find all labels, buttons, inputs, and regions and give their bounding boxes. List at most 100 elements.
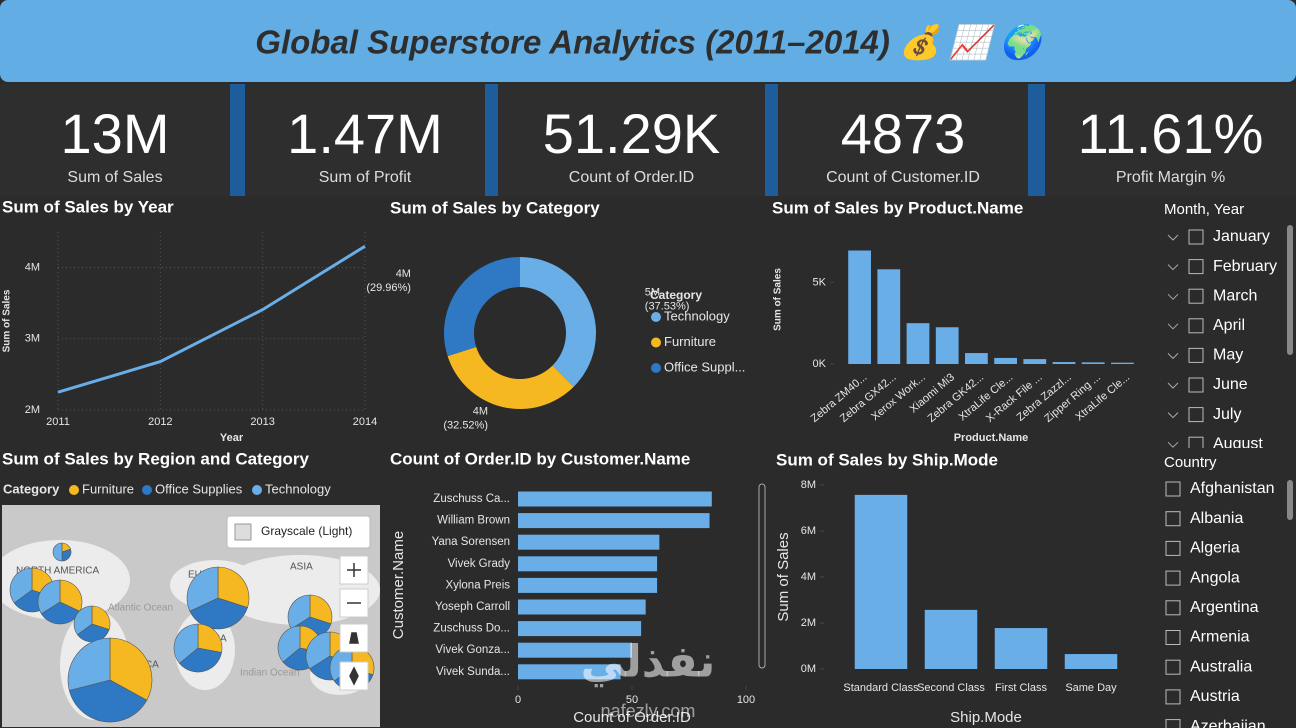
expand-chevron bbox=[1167, 353, 1179, 360]
checkbox bbox=[1165, 511, 1181, 527]
x-tick-label: 100 bbox=[737, 694, 755, 706]
checkbox bbox=[1188, 229, 1204, 245]
expand-chevron bbox=[1167, 264, 1179, 271]
kpi-card bbox=[778, 84, 1028, 196]
y-tick-label: 4M bbox=[25, 262, 40, 274]
bar bbox=[854, 494, 908, 669]
y-tick-label: 8M bbox=[801, 479, 816, 491]
expand-chevron bbox=[1167, 323, 1179, 330]
slicer-item[interactable]: August bbox=[1167, 435, 1263, 452]
slicer-item[interactable]: July bbox=[1167, 406, 1241, 423]
slicer-item-label: Afghanistan bbox=[1190, 480, 1275, 497]
pie-slice bbox=[189, 597, 248, 630]
slicer-item[interactable]: Afghanistan bbox=[1165, 480, 1275, 497]
scrollbar[interactable] bbox=[1287, 225, 1293, 355]
checkbox bbox=[1188, 347, 1204, 363]
donut-slice bbox=[520, 257, 596, 387]
legend-title: Category bbox=[3, 481, 60, 496]
slicer-item[interactable]: Austria bbox=[1165, 688, 1240, 705]
kpi-label: Count of Customer.ID bbox=[826, 169, 980, 186]
pie-slice bbox=[309, 594, 333, 625]
pie-slice bbox=[287, 594, 311, 630]
bar bbox=[906, 323, 930, 364]
slicer-item-label: Australia bbox=[1190, 658, 1252, 675]
pie-slice bbox=[217, 566, 250, 608]
kpi-card bbox=[0, 84, 230, 196]
slicer-item[interactable]: June bbox=[1167, 376, 1248, 393]
map-control[interactable] bbox=[339, 588, 369, 618]
slicer-item[interactable]: Algeria bbox=[1165, 540, 1240, 557]
slicer-item[interactable]: May bbox=[1167, 347, 1243, 364]
bar bbox=[1023, 359, 1047, 364]
data-label: 4M bbox=[396, 268, 411, 280]
checkbox bbox=[1165, 600, 1181, 616]
data-label: 4M bbox=[473, 405, 488, 417]
pie-slice bbox=[179, 647, 222, 673]
chart-title: Sum of Sales by Year bbox=[2, 197, 174, 216]
x-tick-label: Standard Class bbox=[843, 682, 919, 694]
slicer-item[interactable]: Angola bbox=[1165, 569, 1240, 586]
bar bbox=[935, 327, 959, 364]
slicer-item-label: August bbox=[1213, 435, 1263, 452]
map-control[interactable] bbox=[339, 661, 369, 691]
y-tick-label: Xylona Preis bbox=[445, 579, 510, 591]
pie-slice bbox=[68, 679, 148, 723]
checkbox bbox=[1165, 689, 1181, 705]
kpi-value: 1.47M bbox=[287, 102, 443, 165]
slicer-item-label: May bbox=[1213, 347, 1243, 364]
bar bbox=[518, 621, 642, 637]
slicer-item[interactable]: Azerbaijan bbox=[1165, 718, 1266, 728]
bar bbox=[1064, 654, 1118, 669]
legend-label: Technology bbox=[265, 481, 331, 496]
bar bbox=[924, 609, 978, 669]
y-tick-label: William Brown bbox=[437, 515, 510, 527]
kpi-card bbox=[245, 84, 485, 196]
x-tick-label: First Class bbox=[995, 682, 1047, 694]
slicer-item-label: February bbox=[1213, 258, 1277, 275]
map-label: Atlantic Ocean bbox=[108, 603, 173, 614]
pie-slice bbox=[197, 623, 223, 653]
slicer-item-label: Angola bbox=[1190, 569, 1240, 586]
x-tick-label: 2014 bbox=[353, 416, 377, 428]
x-tick-label: Same Day bbox=[1065, 682, 1117, 694]
x-axis-label: Year bbox=[220, 432, 244, 444]
style-button[interactable]: Grayscale (Light) bbox=[226, 515, 371, 549]
button-icon bbox=[234, 523, 252, 541]
slicer-item[interactable]: Argentina bbox=[1165, 599, 1259, 616]
bar bbox=[518, 599, 646, 615]
y-axis-label: Sum of Sales bbox=[773, 268, 784, 331]
kpi-value: 11.61% bbox=[1078, 102, 1264, 165]
kpi-card bbox=[1045, 84, 1296, 196]
slicer-item[interactable]: Albania bbox=[1165, 510, 1243, 527]
slicer-item[interactable]: April bbox=[1167, 317, 1245, 334]
slicer-item[interactable]: January bbox=[1167, 228, 1270, 245]
slicer-item[interactable]: Armenia bbox=[1165, 629, 1250, 646]
x-axis-label: Count of Order.ID bbox=[573, 709, 691, 726]
map: NORTH AMERICAEUROPEASIAAFRICASOUTH AMERI… bbox=[2, 505, 380, 727]
data-label: 5M bbox=[645, 286, 660, 298]
slicer-item[interactable]: Australia bbox=[1165, 658, 1252, 675]
kpi-value: 4873 bbox=[841, 102, 966, 165]
pie-slice bbox=[9, 567, 33, 604]
scrollbar[interactable] bbox=[1287, 480, 1293, 520]
slicer-item[interactable]: February bbox=[1167, 258, 1277, 275]
checkbox bbox=[1188, 377, 1204, 393]
slicer-item[interactable]: March bbox=[1167, 287, 1257, 304]
control-icon bbox=[349, 666, 359, 686]
chart-title: Sum of Sales by Product.Name bbox=[772, 198, 1023, 217]
checkbox bbox=[1188, 436, 1204, 448]
scrollbar[interactable] bbox=[758, 483, 766, 669]
chart-title: Sum of Sales by Ship.Mode bbox=[776, 450, 998, 469]
map-control[interactable] bbox=[339, 555, 369, 585]
x-tick-label: 2011 bbox=[46, 416, 70, 428]
map-control[interactable] bbox=[339, 623, 369, 653]
legend-label: Technology bbox=[664, 308, 730, 323]
slicer-item-label: June bbox=[1213, 376, 1248, 393]
watermark: nafezly.com bbox=[601, 701, 696, 721]
donut-slice bbox=[447, 347, 574, 410]
pie-slice bbox=[305, 631, 331, 670]
checkbox bbox=[1188, 318, 1204, 334]
button-label: Grayscale (Light) bbox=[261, 524, 352, 538]
pie-slice bbox=[91, 605, 111, 630]
slicer-item-label: Algeria bbox=[1190, 540, 1240, 557]
